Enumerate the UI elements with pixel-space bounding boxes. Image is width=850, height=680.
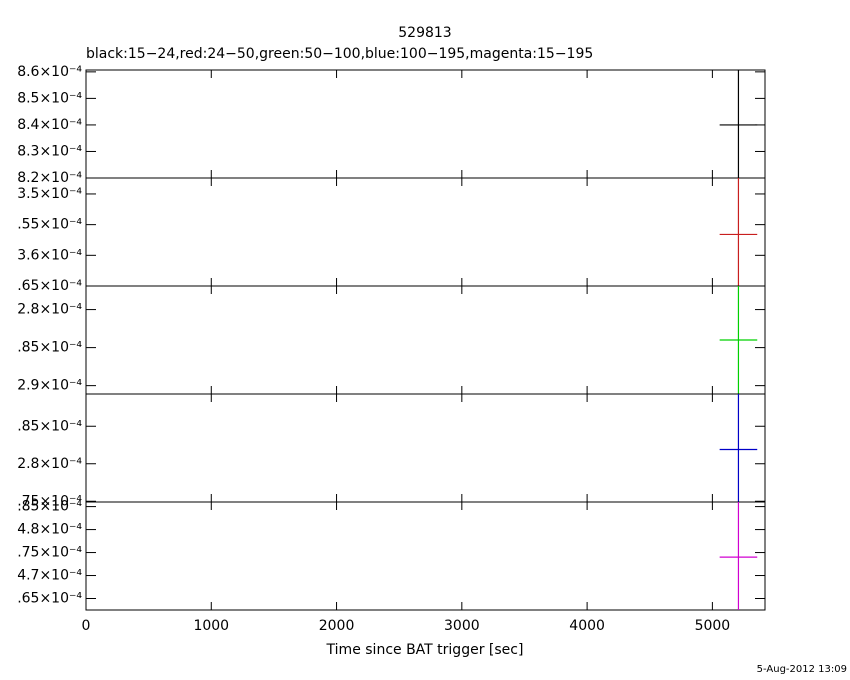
y-tick-label: .85×10⁻⁴ bbox=[17, 340, 82, 356]
panel-frame bbox=[85, 285, 766, 395]
y-tick-label: 2.8×10⁻⁴ bbox=[17, 456, 82, 472]
y-tick-label: 4.7×10⁻⁴ bbox=[17, 568, 82, 584]
y-tick-label: 3.5×10⁻⁴ bbox=[17, 186, 82, 202]
x-tick-label: 3000 bbox=[444, 618, 480, 634]
series bbox=[719, 178, 758, 286]
x-tick-label: 5000 bbox=[695, 618, 731, 634]
y-tick-label: 3.6×10⁻⁴ bbox=[17, 247, 82, 263]
y-tick-label: 2.9×10⁻⁴ bbox=[17, 378, 82, 394]
y-tick-label: 8.3×10⁻⁴ bbox=[17, 143, 82, 159]
y-tick-label: 8.4×10⁻⁴ bbox=[17, 117, 82, 133]
y-tick-label: .75×10⁻⁴ bbox=[17, 545, 82, 561]
y-tick-label: .85×10⁻⁴ bbox=[17, 499, 82, 515]
y-tick-label: 8.2×10⁻⁴ bbox=[17, 170, 82, 186]
x-axis-label: Time since BAT trigger [sec] bbox=[326, 642, 524, 658]
panel-frame bbox=[85, 501, 766, 611]
timestamp: 5-Aug-2012 13:09 bbox=[757, 664, 847, 675]
series bbox=[719, 286, 758, 394]
y-tick-label: .85×10⁻⁴ bbox=[17, 418, 82, 434]
y-tick-label: 8.5×10⁻⁴ bbox=[17, 90, 82, 106]
y-tick-label: .55×10⁻⁴ bbox=[17, 217, 82, 233]
series bbox=[719, 70, 758, 178]
x-tick-label: 1000 bbox=[193, 618, 229, 634]
chart-title: 529813 bbox=[398, 25, 451, 41]
chart-subtitle: black:15−24,red:24−50,green:50−100,blue:… bbox=[86, 46, 593, 62]
y-tick-label: 2.8×10⁻⁴ bbox=[17, 302, 82, 318]
panel-frame bbox=[85, 69, 766, 179]
x-tick-label: 2000 bbox=[319, 618, 355, 634]
x-tick-label: 0 bbox=[82, 618, 91, 634]
panel-frame bbox=[85, 393, 766, 503]
series bbox=[719, 502, 758, 610]
y-tick-label: 4.8×10⁻⁴ bbox=[17, 522, 82, 538]
y-tick-label: .65×10⁻⁴ bbox=[17, 591, 82, 607]
y-tick-label: .65×10⁻⁴ bbox=[17, 278, 82, 294]
y-tick-label: .75×10⁻⁴ bbox=[17, 493, 82, 509]
y-tick-label: 8.6×10⁻⁴ bbox=[17, 64, 82, 80]
series bbox=[719, 394, 758, 502]
x-tick-label: 4000 bbox=[569, 618, 605, 634]
panel-frame bbox=[85, 177, 766, 287]
